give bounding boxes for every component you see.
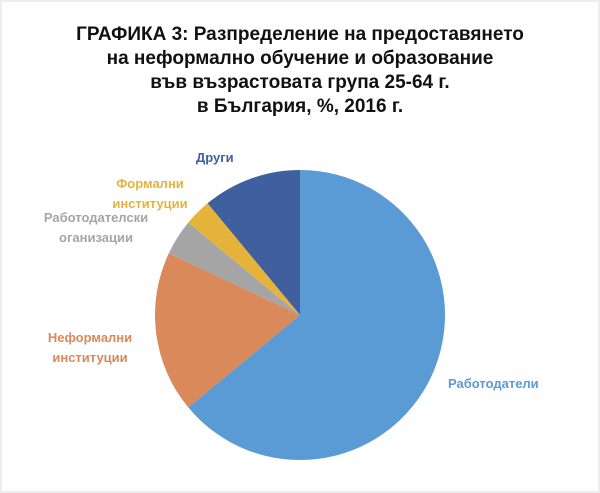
chart-title: в България, %, 2016 г. (197, 96, 403, 117)
slice-label: Формални институции (112, 176, 187, 211)
pie-slice (168, 222, 300, 315)
pie-slice (188, 170, 446, 461)
slice-label: Други (196, 150, 234, 165)
pie-slice (207, 170, 300, 315)
chart-title: на неформално обучение и образование (107, 48, 494, 69)
slice-label: Работодатели (448, 376, 539, 391)
slice-label: Неформални институции (48, 330, 132, 365)
chart-title: ГРАФИКА 3: Разпределение на предоставяне… (76, 24, 524, 45)
chart-title: във възрастовата група 25-64 г. (150, 72, 449, 93)
slice-label: Работодателски оганизации (44, 210, 148, 245)
pie-slice (188, 203, 300, 315)
pie-slice (154, 253, 300, 408)
